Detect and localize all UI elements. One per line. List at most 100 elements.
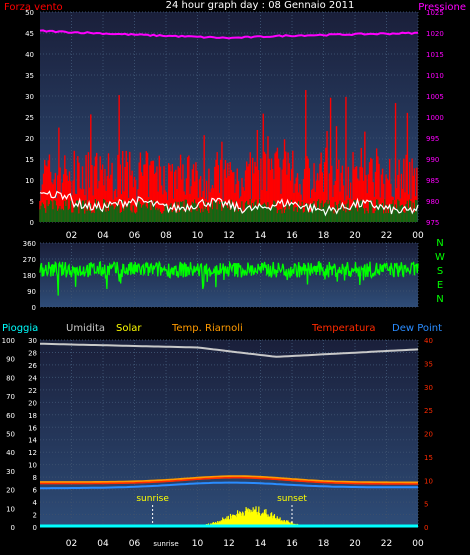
- rain-humidity-axis-tick: 70: [6, 393, 15, 401]
- direction-axis-tick: 0: [32, 304, 36, 312]
- temperature-axis-tick: 35: [424, 360, 433, 368]
- temperature-panel: Pioggia Umidita Solar Temp. Riarnoli Tempera…: [2, 323, 442, 549]
- wind-x-tick: 12: [223, 231, 234, 241]
- rain-humidity-axis-tick: 90: [6, 356, 15, 364]
- temperature-axis-tick: 10: [424, 477, 433, 485]
- rain-humidity-axis-tick: 50: [6, 431, 15, 439]
- wind-label: Forza vento: [4, 2, 63, 13]
- sunrise-label: sunrise: [136, 494, 169, 504]
- temperature-x-tick: 16: [286, 539, 298, 549]
- solar-axis-tick: 10: [28, 462, 37, 470]
- rain-humidity-axis-tick: 100: [2, 337, 15, 345]
- solar-axis-tick: 18: [28, 412, 37, 420]
- rain-humidity-axis-tick: 40: [6, 449, 15, 457]
- series-label: Solar: [116, 323, 142, 334]
- wind-x-tick: 22: [381, 231, 392, 241]
- wind-x-tick: 00: [412, 231, 424, 241]
- wind-axis-tick: 40: [25, 51, 34, 59]
- series-label: Temperatura: [311, 323, 376, 334]
- wind-direction-line: [39, 260, 419, 296]
- chart-title: 24 hour graph day : 08 Gennaio 2011: [166, 0, 355, 11]
- temperature-axis-tick: 20: [424, 431, 433, 439]
- wind-x-tick: 16: [286, 231, 298, 241]
- pressure-axis-tick: 1005: [426, 93, 444, 101]
- pressure-axis-tick: 1010: [426, 72, 444, 80]
- wind-axis-tick: 0: [30, 219, 34, 227]
- cardinal-n-label: N: [436, 294, 443, 305]
- temperature-x-tick: 22: [381, 539, 392, 549]
- solar-axis-tick: 2: [33, 512, 37, 520]
- solar-axis-tick: 20: [28, 399, 37, 407]
- solar-axis-tick: 24: [28, 374, 37, 382]
- temperature-axis-tick: 40: [424, 337, 433, 345]
- wind-axis-tick: 20: [25, 135, 34, 143]
- temperature-axis-tick: 30: [424, 384, 433, 392]
- wind-x-tick: 06: [129, 231, 141, 241]
- temperature-line: [40, 476, 418, 485]
- solar-axis-tick: 16: [28, 424, 37, 432]
- wind-axis-tick: 15: [25, 156, 34, 164]
- wind-axis-tick: 5: [30, 198, 34, 206]
- pressure-line: [39, 29, 419, 40]
- series-label: Pioggia: [2, 323, 38, 334]
- pressure-label: Pressione: [418, 2, 466, 13]
- direction-axis-tick: 180: [23, 272, 36, 280]
- wind-axis-tick: 50: [25, 9, 34, 17]
- direction-axis-tick: 90: [27, 288, 36, 296]
- direction-axis-tick: 270: [23, 256, 36, 264]
- riarnoli-line: [40, 475, 418, 485]
- sunset-label: sunset: [277, 494, 307, 504]
- temperature-x-tick: 20: [349, 539, 361, 549]
- solar-axis-tick: 8: [33, 474, 37, 482]
- wind-average-line: [39, 190, 419, 217]
- solar-axis-tick: 26: [28, 362, 37, 370]
- rain-humidity-axis-tick: 60: [6, 412, 15, 420]
- solar-axis-tick: 14: [28, 437, 37, 445]
- temperature-x-tick: 06: [129, 539, 141, 549]
- series-label: Umidita: [66, 323, 105, 334]
- cardinal-w-label: W: [435, 252, 445, 263]
- temperature-x-tick: 00: [412, 539, 424, 549]
- solar-axis-tick: 4: [33, 499, 38, 507]
- wind-pressure-panel: 0510152025303540455097598098599099510001…: [4, 2, 466, 241]
- cardinal-n-label: N: [436, 238, 443, 249]
- wind-axis-tick: 45: [25, 30, 34, 38]
- rain-humidity-axis-tick: 10: [6, 505, 15, 513]
- rain-humidity-axis-tick: 20: [6, 487, 15, 495]
- temperature-x-tick: 18: [318, 539, 330, 549]
- wind-x-tick: 20: [349, 231, 361, 241]
- solar-axis-tick: 28: [28, 349, 37, 357]
- pressure-axis-tick: 980: [426, 198, 439, 206]
- wind-x-tick: 14: [255, 231, 267, 241]
- temperature-x-tick: 10: [192, 539, 204, 549]
- solar-axis-tick: 6: [33, 487, 38, 495]
- pressure-axis-tick: 990: [426, 156, 439, 164]
- wind-x-tick: 18: [318, 231, 330, 241]
- wind-x-tick: 10: [192, 231, 204, 241]
- temperature-x-tick: 02: [66, 539, 77, 549]
- pressure-axis-tick: 995: [426, 135, 439, 143]
- wind-axis-tick: 10: [25, 177, 34, 185]
- dewpoint-line: [40, 481, 419, 490]
- series-label: Dew Point: [392, 323, 442, 334]
- wind-x-tick: 08: [160, 231, 172, 241]
- series-label: Temp. Riarnoli: [171, 323, 243, 334]
- direction-axis-tick: 360: [23, 240, 36, 248]
- cardinal-s-label: S: [437, 266, 443, 277]
- humidity-line: [39, 342, 419, 358]
- pressure-axis-tick: 1020: [426, 30, 444, 38]
- wind-x-tick: 04: [97, 231, 109, 241]
- temperature-axis-tick: 5: [424, 501, 428, 509]
- temperature-x-tick: sunrise: [153, 540, 178, 548]
- pressure-axis-tick: 1015: [426, 51, 444, 59]
- solar-axis-tick: 30: [28, 337, 37, 345]
- wind-axis-tick: 30: [25, 93, 34, 101]
- rain-humidity-axis-tick: 30: [6, 468, 15, 476]
- solar-axis-tick: 22: [28, 387, 37, 395]
- rain-humidity-axis-tick: 0: [11, 524, 15, 532]
- solar-axis-tick: 12: [28, 449, 37, 457]
- pressure-axis-tick: 985: [426, 177, 439, 185]
- solar-axis-tick: 0: [33, 524, 37, 532]
- wind-x-tick: 02: [66, 231, 77, 241]
